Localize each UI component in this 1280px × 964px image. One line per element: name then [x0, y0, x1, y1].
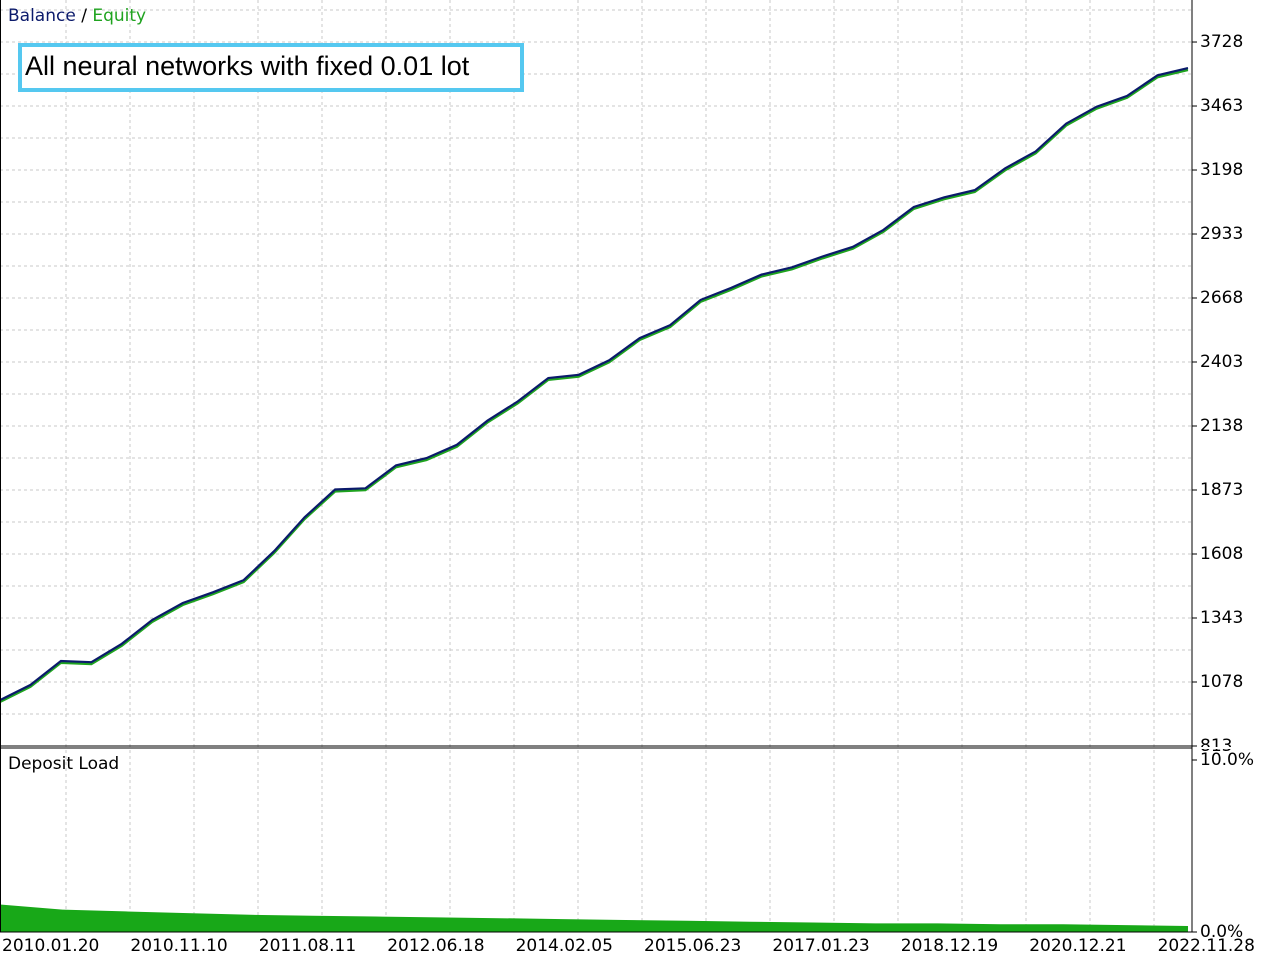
y-tick-label: 1078 — [1200, 672, 1243, 692]
annotation-box — [18, 43, 524, 92]
y-tick-label: 10.0% — [1200, 750, 1254, 770]
y-tick-label: 3463 — [1200, 96, 1243, 116]
y-tick-label: 3728 — [1200, 32, 1243, 52]
x-tick-label: 2010.01.20 — [2, 936, 99, 956]
y-tick-label: 0.0% — [1200, 922, 1243, 942]
y-tick-label: 2138 — [1200, 416, 1243, 436]
x-tick-label: 2010.11.10 — [130, 936, 227, 956]
legend: Balance / Equity — [8, 6, 146, 26]
annotation: All neural networks with fixed 0.01 lot — [25, 51, 470, 81]
x-tick-label: 2012.06.18 — [387, 936, 484, 956]
series-line — [0, 68, 1189, 703]
panel-title: Deposit Load — [8, 754, 119, 774]
y-tick-label: 3198 — [1200, 160, 1243, 180]
y-tick-label: 813 — [1200, 736, 1232, 756]
legend-equity: Equity — [92, 6, 146, 26]
y-tick-label: 2403 — [1200, 352, 1243, 372]
x-tick-label: 2022.11.28 — [1158, 936, 1255, 956]
x-tick-label: 2020.12.21 — [1029, 936, 1126, 956]
y-tick-label: 2933 — [1200, 224, 1243, 244]
legend-balance: Balance — [8, 6, 76, 26]
vertical-grid — [65, 0, 1155, 932]
x-tick-label: 2018.12.19 — [901, 936, 998, 956]
x-tick-label: 2014.02.05 — [516, 936, 613, 956]
x-tick-label: 2011.08.11 — [259, 936, 356, 956]
y-tick-label: 1873 — [1200, 480, 1243, 500]
y-tick-label: 2668 — [1200, 288, 1243, 308]
x-tick-label: 2017.01.23 — [772, 936, 869, 956]
y-tick-label: 1343 — [1200, 608, 1243, 628]
area — [0, 904, 1188, 932]
mask — [1193, 747, 1280, 749]
x-tick-label: 2015.06.23 — [644, 936, 741, 956]
series-line — [0, 67, 1189, 702]
plot-layer: 813 1078 1343 1608 1873 2138 2403 2668 2933 3198 3… — [0, 9, 1255, 956]
legend-separator: / — [81, 6, 87, 26]
y-tick-label: 1608 — [1200, 544, 1243, 564]
